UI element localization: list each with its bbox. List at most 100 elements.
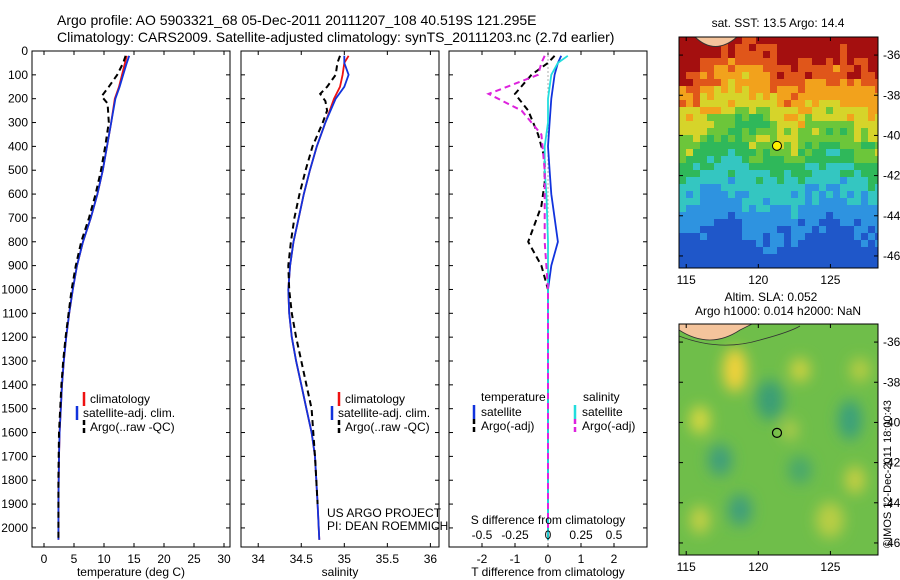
sst-cell — [763, 184, 770, 191]
sst-cell — [700, 121, 707, 128]
sst-cell — [714, 86, 721, 93]
lat-tick-label: -42 — [883, 169, 900, 183]
sst-cell — [777, 107, 784, 114]
sst-cell — [756, 191, 763, 198]
sst-heatmap — [679, 37, 878, 268]
sst-cell — [812, 198, 819, 205]
sst-cell — [700, 163, 707, 170]
sst-cell — [721, 198, 728, 205]
lon-tick-label: 115 — [677, 560, 696, 574]
sst-cell — [721, 44, 728, 51]
sst-cell — [833, 107, 840, 114]
x-tick-label: 0 — [41, 552, 48, 566]
sst-cell — [735, 114, 742, 121]
sst-cell — [847, 254, 854, 261]
sst-cell — [819, 58, 826, 65]
sst-cell — [749, 72, 756, 79]
sst-cell — [798, 135, 805, 142]
sst-cell — [861, 93, 868, 100]
sst-cell — [777, 93, 784, 100]
sst-cell — [840, 212, 847, 219]
sst-cell — [812, 121, 819, 128]
sst-cell — [756, 226, 763, 233]
sst-cell — [721, 142, 728, 149]
lon-tick-label: 120 — [748, 560, 768, 574]
sst-cell — [721, 212, 728, 219]
sst-cell — [819, 184, 826, 191]
sst-cell — [875, 156, 878, 163]
sst-cell — [714, 184, 721, 191]
sst-cell — [791, 261, 798, 268]
sst-cell — [735, 219, 742, 226]
sst-cell — [826, 51, 833, 58]
sst-cell — [854, 121, 861, 128]
sst-cell — [770, 72, 777, 79]
sst-cell — [700, 93, 707, 100]
sst-cell — [707, 184, 714, 191]
sst-cell — [861, 247, 868, 254]
sst-cell — [742, 72, 749, 79]
sst-cell — [756, 177, 763, 184]
sst-cell — [784, 177, 791, 184]
sst-cell — [707, 93, 714, 100]
sst-cell — [742, 65, 749, 72]
sst-cell — [854, 219, 861, 226]
sst-cell — [756, 107, 763, 114]
sst-cell — [721, 86, 728, 93]
sst-cell — [735, 156, 742, 163]
sst-cell — [812, 184, 819, 191]
sst-cell — [784, 198, 791, 205]
sst-cell — [847, 65, 854, 72]
temperature-axes-frame — [31, 50, 231, 548]
sst-cell — [840, 51, 847, 58]
argo-float-marker — [771, 140, 782, 151]
sla-anomaly — [845, 466, 865, 494]
sst-cell — [777, 121, 784, 128]
sst-cell — [791, 128, 798, 135]
sst-cell — [728, 121, 735, 128]
sst-cell — [875, 114, 878, 121]
sst-cell — [812, 58, 819, 65]
sst-cell — [777, 86, 784, 93]
depth-tick-label: 1100 — [2, 306, 28, 320]
sst-cell — [875, 254, 878, 261]
sst-cell — [700, 184, 707, 191]
sst-cell — [777, 198, 784, 205]
sst-cell — [756, 135, 763, 142]
sst-cell — [826, 58, 833, 65]
sst-cell — [861, 121, 868, 128]
sst-cell — [833, 58, 840, 65]
sst-cell — [861, 219, 868, 226]
temperature-series — [57, 55, 131, 540]
sst-cell — [728, 170, 735, 177]
sla-land-coastline — [679, 324, 753, 341]
sst-cell — [826, 79, 833, 86]
sst-cell — [693, 114, 700, 121]
sst-cell — [742, 219, 749, 226]
sst-cell — [721, 163, 728, 170]
sst-cell — [784, 107, 791, 114]
sst-cell — [749, 107, 756, 114]
sst-cell — [826, 233, 833, 240]
sst-cell — [686, 261, 693, 268]
sst-cell — [840, 128, 847, 135]
sst-cell — [791, 212, 798, 219]
sst-cell — [854, 44, 861, 51]
sst-cell — [854, 93, 861, 100]
sst-cell — [798, 219, 805, 226]
sst-cell — [868, 37, 875, 44]
sst-cell — [791, 219, 798, 226]
sst-cell — [784, 79, 791, 86]
lat-tick-label: -36 — [883, 335, 900, 349]
sst-cell — [875, 184, 878, 191]
sst-cell — [826, 107, 833, 114]
sst-cell — [763, 240, 770, 247]
sst-cell — [868, 114, 875, 121]
sst-cell — [721, 149, 728, 156]
sst-cell — [770, 184, 777, 191]
sst-cell — [868, 170, 875, 177]
sst-cell — [875, 128, 878, 135]
sst-cell — [749, 142, 756, 149]
sst-cell — [742, 100, 749, 107]
sst-cell — [721, 51, 728, 58]
